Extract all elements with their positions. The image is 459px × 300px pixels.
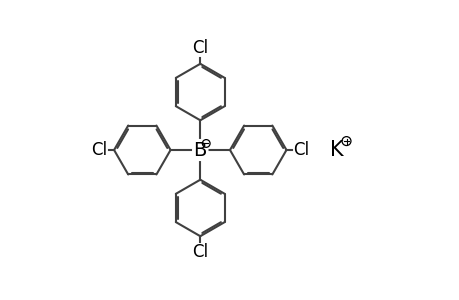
Text: Cl: Cl [292,141,308,159]
Text: Cl: Cl [192,243,208,261]
Text: K: K [330,140,343,160]
Text: Cl: Cl [91,141,107,159]
Text: B: B [193,140,207,160]
Text: Cl: Cl [192,39,208,57]
